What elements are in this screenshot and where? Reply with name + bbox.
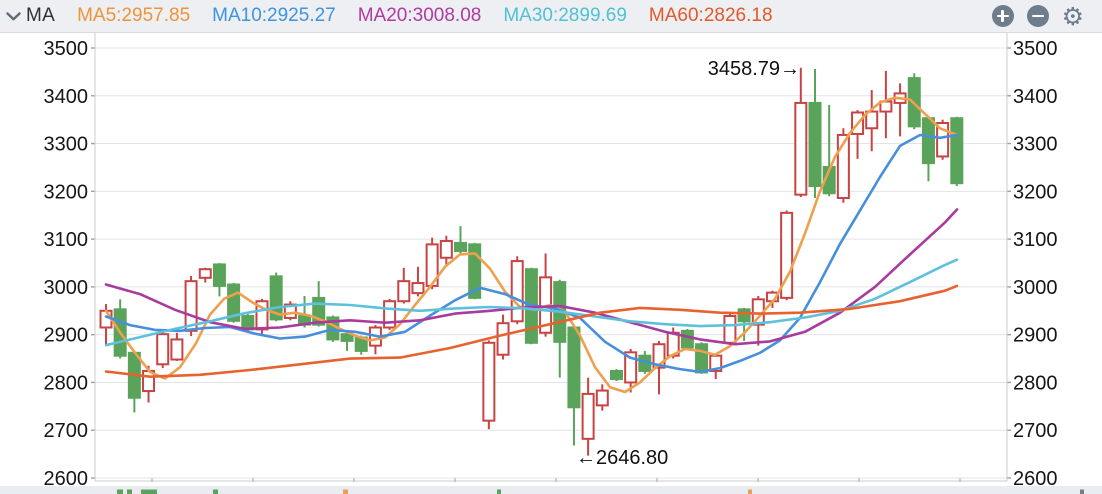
ma-line-ma60 [104,284,959,379]
indicator-title: MA [26,5,56,26]
right-axis-label: 3500 [1013,38,1058,60]
minus-icon [1031,14,1044,18]
next-pane-fragment [1080,489,1084,494]
candle[interactable] [723,315,737,344]
zoom-out-button[interactable] [1026,5,1049,27]
next-pane-fragment [497,489,501,494]
settings-gear-icon[interactable]: ⚙ [1061,1,1084,31]
ma-line-ma30 [104,258,959,347]
chart-canvas[interactable]: 3500 3500 3400 3400 3300 3300 3200 3200 3100 3100… [0,33,1102,494]
left-axis-label: 2700 [44,420,89,442]
right-axis-label: 2700 [1013,420,1058,442]
left-axis-label: 3000 [44,277,89,299]
legend-ma20-value: MA20:3008.08 [357,5,482,26]
right-axis-label: 2900 [1013,325,1058,347]
next-pane-fragment [117,489,123,494]
candle[interactable] [496,322,510,356]
candle[interactable] [312,296,326,326]
right-axis-label: 2800 [1013,372,1058,394]
chevron-down-icon [5,11,21,20]
candle[interactable] [156,333,170,366]
next-pane-fragment [343,489,348,494]
right-axis-label: 3000 [1013,277,1058,299]
candle[interactable] [581,392,595,440]
zoom-in-button[interactable] [991,5,1014,27]
candle[interactable] [680,329,694,349]
next-pane-fragment [127,489,132,494]
candle[interactable] [865,110,879,130]
right-axis-label: 3200 [1013,181,1058,203]
left-axis-label: 2800 [44,372,89,394]
candle[interactable] [737,308,751,323]
left-axis-label: 3300 [44,134,89,156]
candle[interactable] [198,268,212,279]
candle[interactable] [609,369,623,381]
legend-ma60-value: MA60:2826.18 [648,5,773,26]
candle[interactable] [212,263,226,287]
right-axis-label: 2600 [1013,468,1058,490]
candle[interactable] [468,243,482,299]
candle[interactable] [170,338,184,361]
candle[interactable] [269,275,283,321]
low-label: ←2646.80 [576,447,668,469]
legend-ma5-value: MA5:2957.85 [77,5,191,26]
candle[interactable] [482,341,496,422]
candle[interactable] [695,343,709,374]
candle[interactable] [439,240,453,259]
left-axis-label: 3200 [44,181,89,203]
left-axis-label: 2900 [44,325,89,347]
candle[interactable] [595,389,609,407]
left-axis-label: 3400 [44,86,89,108]
pane-divider[interactable] [0,486,1102,494]
right-axis-label: 3300 [1013,134,1058,156]
candle[interactable] [454,241,467,253]
candle[interactable] [794,101,808,196]
left-axis-label: 3500 [44,38,89,60]
candle[interactable] [624,351,638,384]
candle[interactable] [921,117,935,165]
candle[interactable] [780,211,794,299]
candle[interactable] [397,280,411,303]
right-axis-label: 3100 [1013,229,1058,251]
candle[interactable] [808,101,822,188]
candlestick-chart[interactable]: 3500 3500 3400 3400 3300 3300 3200 3200 3100 3100… [0,33,1102,494]
left-axis-label: 3100 [44,229,89,251]
next-pane-fragment [141,489,157,494]
candle[interactable] [936,122,950,158]
right-axis-label: 3400 [1013,86,1058,108]
left-axis-label: 2600 [44,468,89,490]
next-pane-fragment [213,489,218,494]
candle[interactable] [652,343,666,369]
candle[interactable] [411,282,425,295]
indicator-header: MA MA5:2957.85 MA10:2925.27 MA20:3008.08 MA… [0,0,1102,33]
candle[interactable] [283,303,297,319]
candle[interactable] [567,326,581,409]
candle[interactable] [950,117,964,185]
candle[interactable] [383,300,397,329]
candle[interactable] [227,283,241,322]
ma-line-ma20 [104,208,959,346]
ma-legend: MA5:2957.85 MA10:2925.27 MA20:3008.08 MA30:… [77,5,991,27]
candle[interactable] [836,133,850,200]
next-pane-fragment [748,489,752,494]
collapse-pane-button[interactable] [0,0,26,33]
candle[interactable] [340,333,354,342]
legend-ma30-value: MA30:2899.69 [503,5,627,26]
high-label: 3458.79→ [708,58,800,80]
candle[interactable] [510,260,524,323]
legend-ma10-value: MA10:2925.27 [212,5,336,26]
